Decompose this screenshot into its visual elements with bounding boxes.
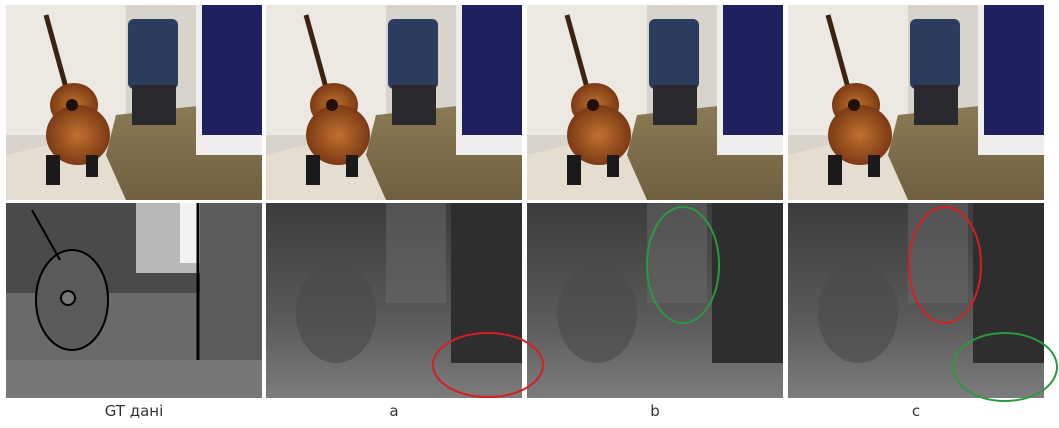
caption: c	[912, 402, 920, 420]
caption: GT дані	[105, 402, 164, 420]
photo-row	[6, 5, 1044, 200]
caption: a	[389, 402, 398, 420]
gt-depth	[6, 203, 262, 398]
caption: b	[650, 402, 660, 420]
figure: GT дані a b c	[0, 0, 1059, 428]
